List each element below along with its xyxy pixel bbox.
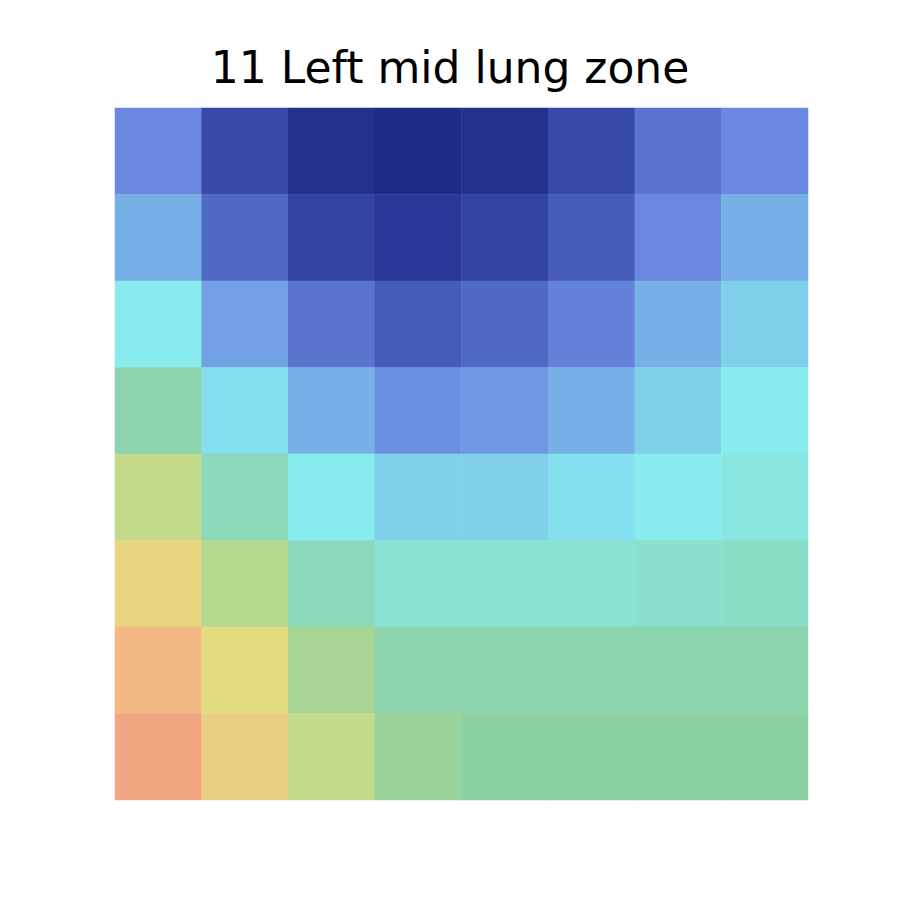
svg-text:11 Left mid lung zone: 11 Left mid lung zone xyxy=(211,42,690,93)
